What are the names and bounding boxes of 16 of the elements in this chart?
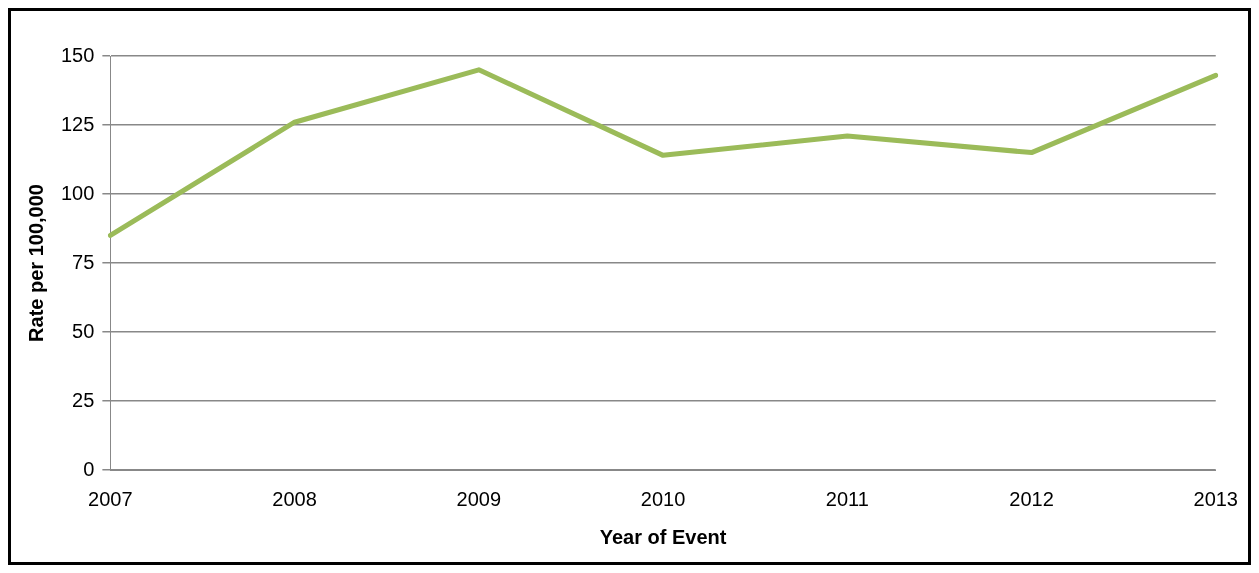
y-tick-label: 125 bbox=[60, 112, 95, 135]
x-tick-label: 2011 bbox=[825, 487, 869, 510]
x-axis-title: Year of Event bbox=[599, 525, 727, 548]
y-axis-title: Rate per 100,000 bbox=[24, 184, 47, 342]
x-tick-label: 2012 bbox=[1009, 487, 1054, 510]
x-tick-label: 2009 bbox=[456, 487, 502, 510]
x-tick-label: 2008 bbox=[272, 487, 317, 510]
y-tick-label: 150 bbox=[60, 43, 95, 66]
y-tick-label: 75 bbox=[72, 250, 95, 273]
x-tick-label: 2010 bbox=[640, 487, 686, 510]
x-tick-label: 2013 bbox=[1193, 487, 1238, 510]
y-tick-label: 0 bbox=[83, 457, 95, 480]
x-tick-label: 2007 bbox=[88, 487, 133, 510]
y-tick-label: 50 bbox=[72, 319, 95, 342]
y-tick-label: 25 bbox=[72, 388, 95, 411]
y-tick-label: 100 bbox=[60, 181, 95, 204]
